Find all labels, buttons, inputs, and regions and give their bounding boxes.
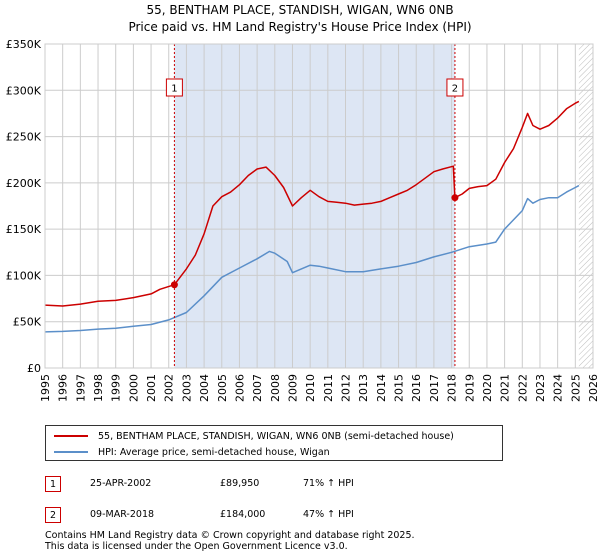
x-tick-label: 2023 — [534, 374, 547, 402]
axis-layer: £0 £50K £100K £150K £200K £250K £300K £350K 1995… — [6, 38, 600, 402]
y-tick-label: £200K — [6, 177, 42, 190]
x-tick-label: 2001 — [145, 374, 158, 402]
x-tick-label: 1996 — [57, 374, 70, 402]
title-line-1: 55, BENTHAM PLACE, STANDISH, WIGAN, WN6 … — [146, 3, 454, 17]
property-series-line — [44, 100, 580, 307]
sale-marker-box — [165, 78, 183, 97]
legend-label-hpi: HPI: Average price, semi-detached house,… — [98, 446, 330, 458]
x-tick-label: 2015 — [393, 374, 406, 402]
legend: 55, BENTHAM PLACE, STANDISH, WIGAN, WN6 … — [45, 425, 503, 461]
x-tick-label: 2021 — [499, 374, 512, 402]
x-tick-label: 2003 — [180, 374, 193, 402]
title-line-2: Price paid vs. HM Land Registry's House … — [128, 20, 472, 34]
x-tick-label: 2019 — [463, 374, 476, 402]
sale-hpi-change: 71% ↑ HPI — [303, 478, 354, 489]
x-tick-label: 1999 — [110, 374, 123, 402]
ownership-shade — [174, 44, 455, 368]
hpi-series-line — [44, 184, 580, 333]
sale-date: 09-MAR-2018 — [90, 509, 155, 520]
x-tick-label: 2006 — [233, 374, 246, 402]
x-tick-label: 2005 — [216, 374, 229, 402]
sale-number-badge: 2 — [45, 507, 61, 523]
x-tick-label: 2018 — [446, 374, 459, 402]
x-tick-label: 2014 — [375, 374, 388, 402]
x-tick-label: 2022 — [516, 374, 529, 402]
x-tick-label: 2025 — [569, 374, 582, 402]
legend-item-property: 55, BENTHAM PLACE, STANDISH, WIGAN, WN6 … — [54, 429, 454, 443]
x-tick-label: 2016 — [410, 374, 423, 402]
x-tick-label: 2010 — [304, 374, 317, 402]
x-tick-label: 2011 — [322, 374, 335, 402]
y-tick-label: £350K — [6, 38, 42, 51]
sale-row: 2 09-MAR-2018 £184,000 47% ↑ HPI — [45, 507, 445, 525]
x-tick-label: 2017 — [428, 374, 441, 402]
legend-swatch-hpi — [54, 451, 88, 453]
sale-point — [451, 194, 459, 202]
footer: Contains HM Land Registry data © Crown c… — [45, 530, 415, 552]
x-tick-label: 2007 — [251, 374, 264, 402]
sale-price: £89,950 — [220, 478, 260, 489]
sale-marker-label: 1 — [171, 84, 177, 95]
x-tick-label: 1998 — [92, 374, 105, 402]
x-tick-label: 2026 — [587, 374, 600, 402]
legend-label-property: 55, BENTHAM PLACE, STANDISH, WIGAN, WN6 … — [98, 430, 454, 442]
y-tick-label: £100K — [6, 269, 42, 282]
sale-point — [170, 281, 178, 289]
sale-row: 1 25-APR-2002 £89,950 71% ↑ HPI — [45, 476, 445, 494]
sale-date: 25-APR-2002 — [90, 478, 152, 489]
y-tick-label: £50K — [13, 316, 42, 329]
sale-marker-box — [446, 78, 464, 97]
chart-title: 55, BENTHAM PLACE, STANDISH, WIGAN, WN6 … — [0, 2, 600, 36]
x-tick-label: 2013 — [357, 374, 370, 402]
legend-swatch-property — [54, 435, 88, 437]
sale-hpi-change: 47% ↑ HPI — [303, 509, 354, 520]
x-tick-label: 1995 — [39, 374, 52, 402]
x-tick-label: 2000 — [127, 374, 140, 402]
x-tick-label: 2008 — [269, 374, 282, 402]
legend-item-hpi: HPI: Average price, semi-detached house,… — [54, 445, 330, 459]
x-tick-label: 1997 — [74, 374, 87, 402]
x-tick-label: 2009 — [286, 374, 299, 402]
y-tick-label: £300K — [6, 84, 42, 97]
x-tick-label: 2020 — [481, 374, 494, 402]
x-tick-label: 2012 — [340, 374, 353, 402]
x-tick-label: 2002 — [163, 374, 176, 402]
x-tick-label: 2024 — [552, 374, 565, 402]
plot-border — [44, 43, 594, 369]
sale-marker-label: 2 — [452, 84, 458, 95]
shade-layer — [45, 44, 593, 368]
sale-number-badge: 1 — [45, 476, 61, 492]
y-tick-label: £150K — [6, 223, 42, 236]
series-layer — [44, 100, 580, 333]
y-tick-label: £250K — [6, 131, 42, 144]
x-tick-label: 2004 — [198, 374, 211, 402]
sale-price: £184,000 — [220, 509, 266, 520]
footer-line-1: Contains HM Land Registry data © Crown c… — [45, 530, 415, 541]
footer-line-2: This data is licensed under the Open Gov… — [45, 541, 348, 552]
y-tick-label: £0 — [27, 362, 41, 375]
forecast-hatch — [578, 44, 593, 368]
